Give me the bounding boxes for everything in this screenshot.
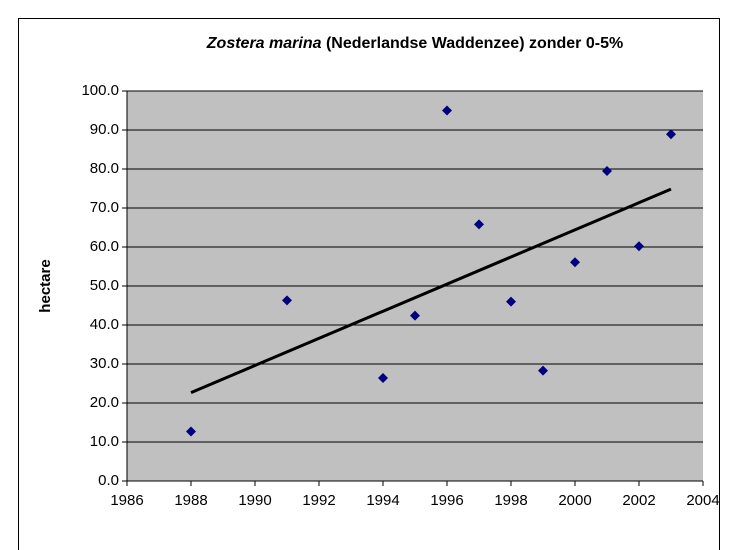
data-point [538,365,548,376]
x-tick-label: 1998 [494,492,527,509]
x-tick-label: 2004 [686,492,719,509]
y-axis-label: hectare [37,259,54,312]
x-tick-label: 1988 [174,492,207,509]
y-tick-label: 60.0 [90,238,119,255]
y-tick-label: 90.0 [90,121,119,138]
y-tick-label: 0.0 [98,472,119,489]
y-tick-label: 20.0 [90,394,119,411]
y-tick-label: 50.0 [90,277,119,294]
data-point [602,165,612,176]
x-tick-label: 1992 [302,492,335,509]
x-tick-label: 2000 [558,492,591,509]
data-point [186,426,196,437]
data-point [282,295,292,306]
data-point [570,257,580,268]
trendline [190,187,672,395]
data-point [634,241,644,252]
y-tick-label: 80.0 [90,160,119,177]
y-tick-label: 10.0 [90,433,119,450]
y-tick-label: 40.0 [90,316,119,333]
data-point [410,310,420,321]
y-tick-label: 30.0 [90,355,119,372]
x-tick-label: 1986 [110,492,143,509]
data-point [442,105,452,116]
x-tick-label: 1994 [366,492,399,509]
x-tick-label: 1990 [238,492,271,509]
title-rest: (Nederlandse Waddenzee) zonder 0-5% [326,35,623,52]
y-tick-label: 70.0 [90,199,119,216]
x-tick-label: 1996 [430,492,463,509]
x-tick-label: 2002 [622,492,655,509]
data-point [474,219,484,230]
data-point [378,373,388,384]
y-tick-label: 100.0 [81,82,119,99]
chart-title: Zostera marina (Nederlandse Waddenzee) z… [206,35,623,52]
data-point [506,296,516,307]
data-point [666,129,676,140]
title-species: Zostera marina [206,35,322,52]
